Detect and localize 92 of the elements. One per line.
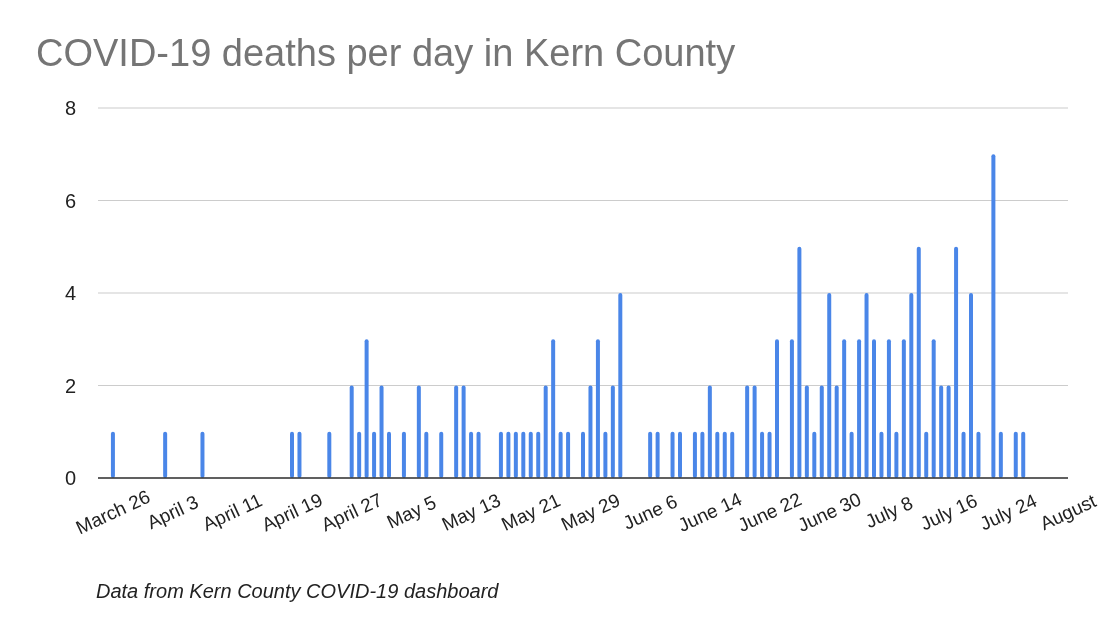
bar xyxy=(670,431,675,478)
bar xyxy=(715,431,720,478)
bar xyxy=(439,431,444,478)
bar xyxy=(461,385,466,478)
bar xyxy=(678,431,682,478)
bar xyxy=(692,431,697,478)
bar xyxy=(618,293,623,478)
bar xyxy=(789,339,794,478)
bar xyxy=(894,431,899,478)
bar xyxy=(536,431,541,478)
bar xyxy=(454,385,459,478)
bar xyxy=(827,293,832,478)
bar xyxy=(991,154,996,478)
bar xyxy=(775,339,779,478)
bar xyxy=(1021,431,1026,478)
bar xyxy=(909,293,914,478)
x-tick-label: May 5 xyxy=(383,491,440,533)
y-tick-label: 0 xyxy=(64,467,76,489)
bar xyxy=(498,431,503,478)
bar xyxy=(939,385,944,478)
bar xyxy=(700,431,705,478)
bar xyxy=(745,385,750,478)
bar xyxy=(849,431,854,478)
bar xyxy=(469,431,474,478)
bar xyxy=(543,385,548,478)
bar xyxy=(931,339,936,478)
bar xyxy=(812,431,817,478)
bar xyxy=(901,339,906,478)
bar xyxy=(969,293,973,478)
y-tick-label: 6 xyxy=(64,189,76,212)
bar xyxy=(797,246,802,478)
bar xyxy=(961,431,966,478)
bar xyxy=(730,431,735,478)
bar xyxy=(648,431,653,478)
bar xyxy=(379,385,384,478)
x-tick-label: July 8 xyxy=(862,492,916,533)
bar xyxy=(864,293,869,478)
bar xyxy=(819,385,824,478)
bar xyxy=(857,339,862,478)
bar xyxy=(760,431,765,478)
bar xyxy=(506,431,511,478)
bar xyxy=(610,385,615,478)
bar xyxy=(998,431,1003,478)
bar xyxy=(163,431,168,478)
bar xyxy=(707,385,712,478)
bar xyxy=(834,385,839,478)
bar xyxy=(476,431,481,478)
bar xyxy=(401,431,406,478)
bar xyxy=(842,339,847,478)
bar xyxy=(976,431,981,478)
bar xyxy=(924,431,929,478)
bar xyxy=(722,431,727,478)
bar xyxy=(916,246,921,478)
bar xyxy=(424,431,429,478)
bar xyxy=(588,385,593,478)
bar xyxy=(387,431,391,478)
y-tick-label: 8 xyxy=(64,97,76,119)
bar xyxy=(521,431,526,478)
bar xyxy=(200,431,205,478)
bar xyxy=(327,431,332,478)
text: Data from Kern County COVID-19 dashboard xyxy=(96,580,500,602)
bar xyxy=(804,385,809,478)
bar xyxy=(558,431,563,478)
bar xyxy=(110,431,115,478)
bar xyxy=(566,431,571,478)
bar xyxy=(946,385,951,478)
bar xyxy=(349,385,354,478)
bar xyxy=(603,431,608,478)
bar xyxy=(1013,431,1018,478)
bar xyxy=(767,431,772,478)
chart-title: COVID-19 deaths per day in Kern County xyxy=(36,32,736,74)
bar xyxy=(513,431,518,478)
bar xyxy=(528,431,533,478)
bar xyxy=(364,339,369,478)
y-tick-label: 2 xyxy=(64,374,76,397)
bar xyxy=(581,431,585,478)
bar xyxy=(551,339,556,478)
bar xyxy=(416,385,421,478)
bar xyxy=(297,431,302,478)
bar xyxy=(954,246,959,478)
x-tick-label: June 6 xyxy=(619,490,681,534)
bar xyxy=(290,431,294,478)
bar xyxy=(752,385,757,478)
bar xyxy=(879,431,884,478)
bar xyxy=(372,431,377,478)
bar xyxy=(595,339,600,478)
bar xyxy=(872,339,876,478)
bar xyxy=(886,339,891,478)
bar xyxy=(655,431,660,478)
x-tick-label: April 11 xyxy=(199,489,266,535)
y-tick-label: 4 xyxy=(64,282,76,304)
bar xyxy=(357,431,362,478)
